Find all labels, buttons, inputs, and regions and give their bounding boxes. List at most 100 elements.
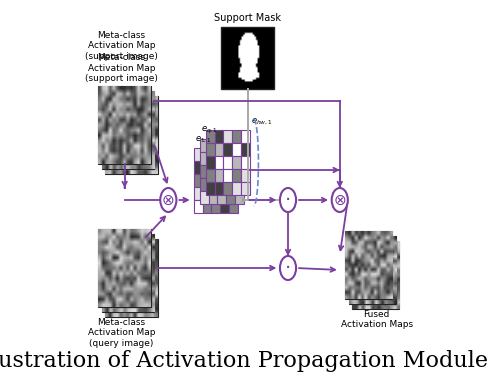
Bar <box>105 96 158 174</box>
Bar <box>232 182 241 195</box>
Bar <box>229 200 238 213</box>
Bar <box>226 165 235 178</box>
Bar <box>203 161 211 174</box>
Bar <box>223 143 232 156</box>
Bar <box>194 174 203 187</box>
Bar <box>203 148 211 161</box>
Text: Illustration of Activation Propagation Module (A: Illustration of Activation Propagation M… <box>0 350 494 372</box>
Bar <box>194 148 203 161</box>
Bar <box>215 182 223 195</box>
Text: Fused
Activation Maps: Fused Activation Maps <box>341 310 413 329</box>
Text: ⊗: ⊗ <box>162 193 175 207</box>
Bar <box>221 27 274 89</box>
Bar <box>98 86 151 164</box>
Text: Meta-class
Activation Map
(query image): Meta-class Activation Map (query image) <box>87 318 155 348</box>
Bar <box>223 169 232 182</box>
Bar <box>203 187 211 200</box>
Bar <box>206 130 215 143</box>
Bar <box>208 178 217 191</box>
Bar <box>194 161 203 174</box>
Bar <box>200 191 208 204</box>
Bar <box>220 174 229 187</box>
Text: ⊗: ⊗ <box>333 193 346 207</box>
Bar <box>215 169 223 182</box>
Bar <box>217 139 226 152</box>
Bar <box>217 178 226 191</box>
Bar <box>217 152 226 165</box>
Bar <box>102 234 154 312</box>
Bar <box>226 152 235 165</box>
Bar <box>211 187 220 200</box>
Bar <box>235 139 244 152</box>
Bar <box>208 165 217 178</box>
Bar <box>229 148 238 161</box>
Bar <box>229 187 238 200</box>
Text: ·: · <box>285 258 291 277</box>
Bar <box>206 156 215 169</box>
Text: $e_{1,1}$: $e_{1,1}$ <box>195 135 212 145</box>
Bar <box>200 178 208 191</box>
Bar <box>235 152 244 165</box>
Bar <box>220 187 229 200</box>
Bar <box>241 130 249 143</box>
Bar <box>208 139 217 152</box>
Bar <box>211 148 220 161</box>
Circle shape <box>280 256 296 280</box>
Bar <box>229 174 238 187</box>
Bar <box>223 182 232 195</box>
Bar <box>217 165 226 178</box>
Bar <box>232 156 241 169</box>
Bar <box>215 130 223 143</box>
Bar <box>235 191 244 204</box>
Bar <box>226 191 235 204</box>
Bar <box>226 139 235 152</box>
Bar <box>232 143 241 156</box>
Bar <box>211 174 220 187</box>
Bar <box>98 229 151 307</box>
Bar <box>208 152 217 165</box>
Bar <box>194 187 203 200</box>
Bar <box>102 91 154 169</box>
Bar <box>220 200 229 213</box>
Bar <box>241 169 249 182</box>
Bar <box>200 139 208 152</box>
Bar <box>352 241 399 309</box>
Bar <box>206 143 215 156</box>
Text: Support Mask: Support Mask <box>214 13 281 23</box>
Text: Meta-class
Activation Map
(support image): Meta-class Activation Map (support image… <box>85 31 158 61</box>
Bar <box>105 239 158 317</box>
Bar <box>203 174 211 187</box>
Bar <box>200 165 208 178</box>
Bar <box>220 161 229 174</box>
Circle shape <box>331 188 348 212</box>
Bar <box>211 161 220 174</box>
Bar <box>235 178 244 191</box>
Bar <box>220 148 229 161</box>
Bar <box>241 182 249 195</box>
Bar <box>241 143 249 156</box>
Bar <box>215 156 223 169</box>
Bar <box>223 130 232 143</box>
Text: $e_{hw,1}$: $e_{hw,1}$ <box>251 117 273 127</box>
Circle shape <box>280 188 296 212</box>
Bar <box>345 231 392 299</box>
Bar <box>232 130 241 143</box>
Bar <box>211 200 220 213</box>
Bar <box>200 152 208 165</box>
Bar <box>217 191 226 204</box>
Text: ·: · <box>285 190 291 209</box>
Bar <box>203 200 211 213</box>
Bar <box>206 182 215 195</box>
Bar <box>348 236 396 304</box>
Bar <box>208 191 217 204</box>
Bar <box>226 178 235 191</box>
Bar <box>235 165 244 178</box>
Bar <box>229 161 238 174</box>
Bar <box>215 143 223 156</box>
Text: Meta-class
Activation Map
(support image): Meta-class Activation Map (support image… <box>85 53 158 83</box>
Bar <box>223 156 232 169</box>
Text: $e_{q,1}$: $e_{q,1}$ <box>201 125 218 136</box>
Circle shape <box>160 188 176 212</box>
Bar <box>232 169 241 182</box>
Bar <box>194 200 203 213</box>
